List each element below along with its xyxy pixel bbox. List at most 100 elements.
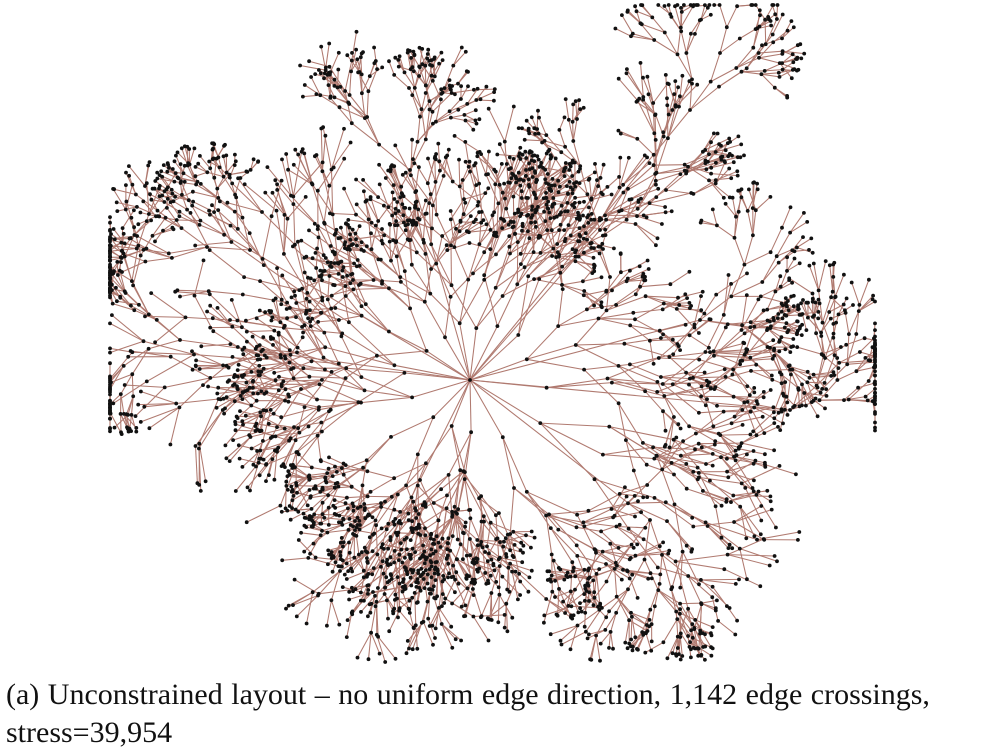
graph-node xyxy=(518,251,523,256)
graph-node xyxy=(319,274,323,279)
graph-edge xyxy=(176,219,201,222)
graph-edge xyxy=(657,566,702,581)
graph-node xyxy=(295,350,299,355)
graph-edge xyxy=(672,355,715,385)
graph-node xyxy=(721,313,726,317)
graph-node xyxy=(471,271,475,276)
graph-edge xyxy=(543,185,568,199)
graph-node xyxy=(621,182,625,187)
graph-edge xyxy=(472,251,485,274)
graph-node xyxy=(308,308,312,312)
graph-edge xyxy=(298,539,316,558)
graph-edge xyxy=(615,589,629,614)
graph-node xyxy=(712,353,716,358)
graph-node xyxy=(392,197,397,201)
graph-node xyxy=(738,362,742,367)
graph-node xyxy=(652,496,657,500)
graph-node xyxy=(240,397,245,401)
graph-edge xyxy=(131,245,139,282)
graph-node xyxy=(448,294,453,299)
graph-node xyxy=(688,376,692,381)
graph-edge xyxy=(568,119,574,142)
graph-node xyxy=(320,378,324,382)
graph-node xyxy=(361,178,365,182)
graph-node xyxy=(432,542,437,546)
graph-edge xyxy=(376,634,386,663)
graph-node xyxy=(551,196,556,200)
graph-node xyxy=(365,556,369,560)
graph-edge xyxy=(435,607,440,629)
graph-node xyxy=(312,512,317,517)
graph-node xyxy=(771,405,776,410)
graph-node xyxy=(733,582,738,586)
graph-node xyxy=(398,195,403,200)
graph-node xyxy=(772,554,777,558)
graph-node xyxy=(433,578,438,582)
graph-edge xyxy=(746,45,763,69)
graph-edge xyxy=(778,69,793,74)
graph-edge xyxy=(526,491,559,530)
graph-edge xyxy=(157,177,175,183)
graph-edge xyxy=(726,454,748,472)
graph-edge xyxy=(450,117,466,122)
graph-edge xyxy=(698,409,743,414)
graph-edge xyxy=(503,534,527,543)
graph-edge xyxy=(582,276,602,282)
graph-edge xyxy=(758,50,783,54)
graph-node xyxy=(599,303,603,308)
graph-node xyxy=(663,500,668,505)
graph-node xyxy=(468,508,473,512)
graph-node xyxy=(256,353,261,358)
graph-edge xyxy=(732,369,755,393)
graph-edge xyxy=(591,193,612,201)
graph-node xyxy=(468,537,472,541)
graph-edge xyxy=(649,583,661,610)
graph-edge xyxy=(639,62,644,98)
graph-node xyxy=(487,551,491,556)
graph-node xyxy=(379,564,383,569)
graph-nodes xyxy=(108,3,877,664)
graph-node xyxy=(582,524,587,529)
graph-node xyxy=(372,531,377,536)
graph-edge xyxy=(416,252,452,286)
graph-node xyxy=(726,546,731,550)
graph-edge xyxy=(626,570,639,599)
graph-edge xyxy=(293,164,313,185)
graph-edge xyxy=(588,493,620,512)
graph-edge xyxy=(231,241,265,266)
graph-node xyxy=(640,274,645,279)
graph-node xyxy=(224,363,229,368)
graph-edge xyxy=(649,192,692,204)
graph-node xyxy=(424,568,428,572)
graph-node xyxy=(519,262,523,266)
graph-edge xyxy=(568,202,580,226)
graph-node xyxy=(429,533,433,537)
graph-node xyxy=(503,196,507,201)
graph-edge xyxy=(575,343,625,346)
graph-node xyxy=(585,307,589,312)
graph-edge xyxy=(685,52,693,80)
graph-node xyxy=(351,242,355,247)
graph-node xyxy=(699,294,703,298)
graph-node xyxy=(476,200,481,204)
graph-node xyxy=(475,203,480,208)
graph-edge xyxy=(789,369,814,376)
graph-node xyxy=(326,523,331,527)
graph-node xyxy=(751,461,756,466)
graph-node xyxy=(222,411,227,416)
graph-node xyxy=(383,499,387,504)
graph-node xyxy=(732,414,737,419)
graph-edge xyxy=(577,607,603,626)
graph-node xyxy=(508,561,512,566)
graph-node xyxy=(722,567,727,572)
graph-node xyxy=(475,154,480,159)
graph-edge xyxy=(572,118,578,142)
graph-edge xyxy=(595,552,624,571)
graph-edge xyxy=(685,33,696,54)
graph-node xyxy=(404,483,408,488)
graph-node xyxy=(666,551,671,556)
graph-edge xyxy=(630,612,650,621)
graph-node xyxy=(670,651,675,656)
graph-edge xyxy=(656,455,699,474)
graph-node xyxy=(518,183,523,188)
